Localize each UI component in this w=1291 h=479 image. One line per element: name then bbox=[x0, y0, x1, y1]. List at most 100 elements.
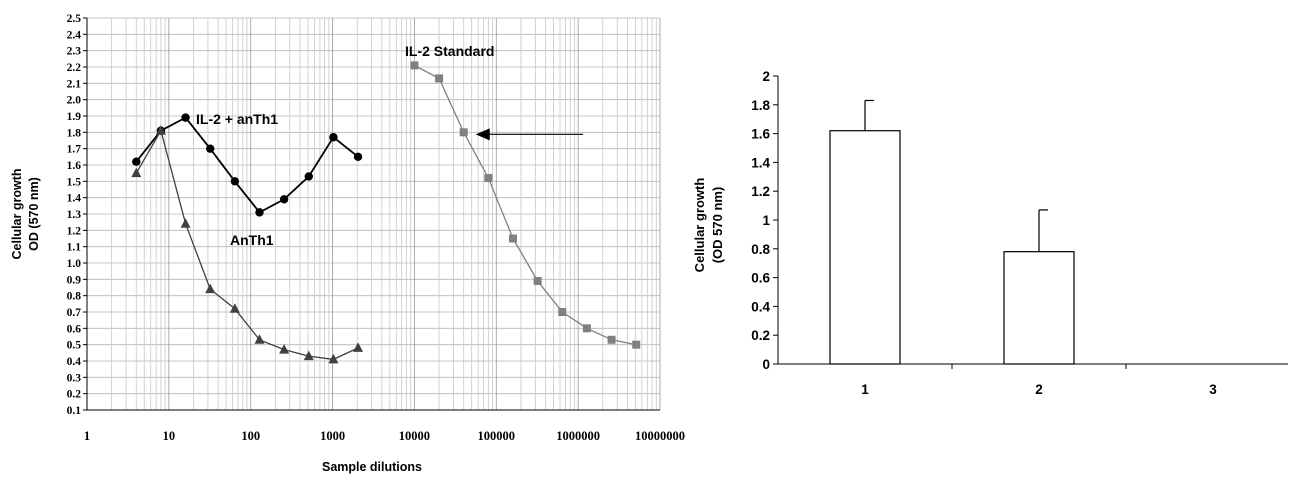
data-point bbox=[255, 208, 264, 217]
data-point bbox=[353, 152, 363, 162]
y-tick-label: 0.8 bbox=[67, 291, 82, 303]
y-axis-ticks: 0 0.2 0.4 0.6 0.8 1 1.2 1.4 1.6 1.8 2 bbox=[751, 69, 778, 372]
data-point bbox=[131, 167, 142, 178]
y-tick-label: 0.1 bbox=[67, 405, 82, 417]
x-tick-label: 1 bbox=[84, 429, 90, 443]
y-tick-label: 1 bbox=[762, 213, 770, 228]
y-tick-label: 1.5 bbox=[67, 176, 82, 188]
data-point bbox=[508, 234, 517, 243]
y-tick-label: 0.2 bbox=[67, 389, 82, 401]
plot-grid bbox=[86, 17, 661, 411]
x-tick-label: 2 bbox=[1035, 382, 1043, 397]
data-point bbox=[459, 128, 468, 137]
y-tick-label: 2.0 bbox=[67, 95, 82, 107]
x-axis-label: Sample dilutions bbox=[322, 460, 422, 474]
y-tick-label: 0 bbox=[762, 357, 770, 372]
y-tick-label: 1.8 bbox=[67, 127, 82, 139]
x-tick-label: 10000 bbox=[399, 429, 430, 443]
data-point bbox=[205, 283, 216, 294]
x-tick-label: 100000 bbox=[478, 429, 516, 443]
series-group bbox=[131, 61, 641, 364]
y-tick-label: 2.4 bbox=[67, 29, 82, 41]
y-tick-label: 2.2 bbox=[67, 62, 82, 74]
arrow-head bbox=[475, 128, 490, 141]
data-point bbox=[279, 344, 290, 354]
series-line bbox=[135, 129, 359, 361]
y-tick-label: 1.6 bbox=[67, 160, 82, 172]
data-point bbox=[533, 276, 542, 285]
data-point bbox=[582, 324, 591, 333]
y-tick-label: 0.9 bbox=[67, 274, 82, 286]
y-axis-label-line2: (OD 570 nm) bbox=[710, 187, 725, 264]
data-point bbox=[632, 340, 641, 349]
series-line bbox=[135, 116, 359, 214]
x-tick-label: 10 bbox=[163, 429, 176, 443]
y-tick-label: 1.8 bbox=[751, 98, 770, 113]
bars-group bbox=[829, 99, 1075, 365]
y-tick-label: 1.1 bbox=[67, 242, 82, 254]
x-axis-ticks: 1 2 3 bbox=[861, 364, 1217, 397]
y-tick-label: 1.7 bbox=[67, 144, 82, 156]
data-point bbox=[304, 172, 313, 181]
y-tick-label: 1.2 bbox=[751, 184, 770, 199]
y-tick-label: 0.6 bbox=[67, 323, 82, 335]
x-tick-label: 1000 bbox=[320, 429, 345, 443]
data-point bbox=[206, 144, 215, 153]
data-point bbox=[353, 342, 364, 352]
y-tick-label: 1.4 bbox=[67, 193, 82, 205]
y-tick-label: 0.5 bbox=[67, 340, 82, 352]
y-tick-label: 0.8 bbox=[751, 242, 770, 257]
bar bbox=[829, 130, 901, 365]
y-tick-label: 1.3 bbox=[67, 209, 82, 221]
data-point bbox=[329, 133, 338, 142]
y-tick-label: 0.2 bbox=[751, 328, 770, 343]
x-axis-ticks: 1 10 100 1000 10000 100000 1000000 10000000 bbox=[84, 429, 685, 443]
data-point bbox=[435, 74, 444, 83]
y-tick-label: 1.9 bbox=[67, 111, 82, 123]
data-point bbox=[230, 177, 240, 186]
data-point bbox=[180, 218, 191, 228]
data-point bbox=[181, 113, 190, 122]
bar bbox=[1003, 251, 1075, 365]
y-tick-label: 1.6 bbox=[751, 127, 770, 142]
x-tick-label: 1000000 bbox=[556, 429, 600, 443]
arrow-annotation bbox=[475, 128, 583, 141]
y-tick-label: 1.4 bbox=[751, 155, 770, 170]
data-point bbox=[279, 195, 289, 204]
y-tick-label: 2.5 bbox=[67, 13, 82, 25]
y-tick-label: 2.3 bbox=[67, 46, 82, 58]
data-point bbox=[558, 308, 567, 316]
x-tick-label: 10000000 bbox=[635, 429, 685, 443]
y-tick-label: 0.4 bbox=[67, 356, 82, 368]
y-tick-label: 0.3 bbox=[67, 372, 82, 384]
x-tick-label: 1 bbox=[861, 382, 869, 397]
y-tick-label: 0.4 bbox=[751, 299, 770, 314]
data-point bbox=[229, 303, 240, 313]
data-point bbox=[254, 334, 265, 344]
y-tick-label: 0.7 bbox=[67, 307, 82, 319]
y-tick-label: 1.2 bbox=[67, 225, 82, 237]
y-axis-label-line2: OD (570 nm) bbox=[27, 177, 41, 251]
y-axis-label-line1: Cellular growth bbox=[10, 169, 24, 260]
data-point bbox=[155, 125, 166, 135]
series-label-il2-standard: IL-2 Standard bbox=[405, 43, 494, 59]
y-tick-label: 2.1 bbox=[67, 78, 82, 90]
x-tick-label: 100 bbox=[241, 429, 260, 443]
series-label-il2-anth1: IL-2 + anTh1 bbox=[196, 111, 278, 127]
data-point bbox=[303, 350, 314, 361]
data-point bbox=[484, 174, 493, 183]
data-point bbox=[132, 157, 141, 166]
series-label-anth1: AnTh1 bbox=[230, 232, 274, 248]
y-tick-label: 0.6 bbox=[751, 271, 770, 286]
line-chart: 0.1 0.2 0.3 0.4 0.5 0.6 0.7 0.8 0.9 1.0 1.1 1.2 1.3 1… bbox=[10, 13, 685, 474]
y-tick-label: 1.0 bbox=[67, 258, 82, 270]
series-line bbox=[414, 64, 637, 346]
data-point bbox=[410, 61, 419, 70]
data-point bbox=[328, 353, 339, 364]
y-axis-label-line1: Cellular growth bbox=[692, 178, 707, 273]
x-tick-label: 3 bbox=[1209, 382, 1217, 397]
y-axis-ticks: 0.1 0.2 0.3 0.4 0.5 0.6 0.7 0.8 0.9 1.0 1.1 1.2 1.3 1… bbox=[67, 13, 87, 417]
data-point bbox=[607, 335, 616, 344]
y-tick-label: 2 bbox=[762, 69, 770, 84]
